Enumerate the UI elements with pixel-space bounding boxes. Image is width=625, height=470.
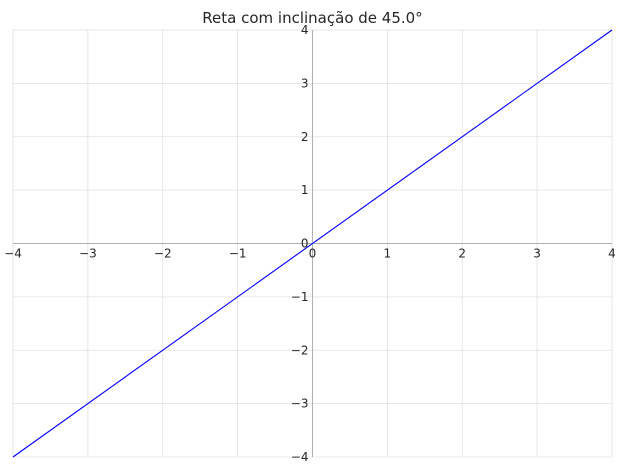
x-tick-label: −3	[79, 247, 97, 261]
series-line	[12, 29, 613, 458]
y-tick-label: 3	[301, 76, 309, 90]
x-tick-label: −4	[4, 247, 22, 261]
y-tick-label: 0	[301, 237, 309, 251]
y-tick-label: −1	[291, 290, 309, 304]
x-tick-label: −1	[229, 247, 247, 261]
x-tick-label: 3	[533, 247, 541, 261]
y-tick-label: 4	[301, 23, 309, 37]
chart-title: Reta com inclinação de 45.0°	[202, 9, 423, 27]
x-tick-label: 0	[309, 247, 317, 261]
y-tick-label: −2	[291, 343, 309, 357]
y-tick-label: −3	[291, 397, 309, 411]
y-tick-label: 1	[301, 183, 309, 197]
y-tick-label: 2	[301, 130, 309, 144]
x-tick-label: 1	[384, 247, 392, 261]
y-tick-label: −4	[291, 450, 309, 464]
x-tick-label: 4	[608, 247, 616, 261]
x-tick-label: −2	[154, 247, 172, 261]
x-tick-label: 2	[458, 247, 466, 261]
